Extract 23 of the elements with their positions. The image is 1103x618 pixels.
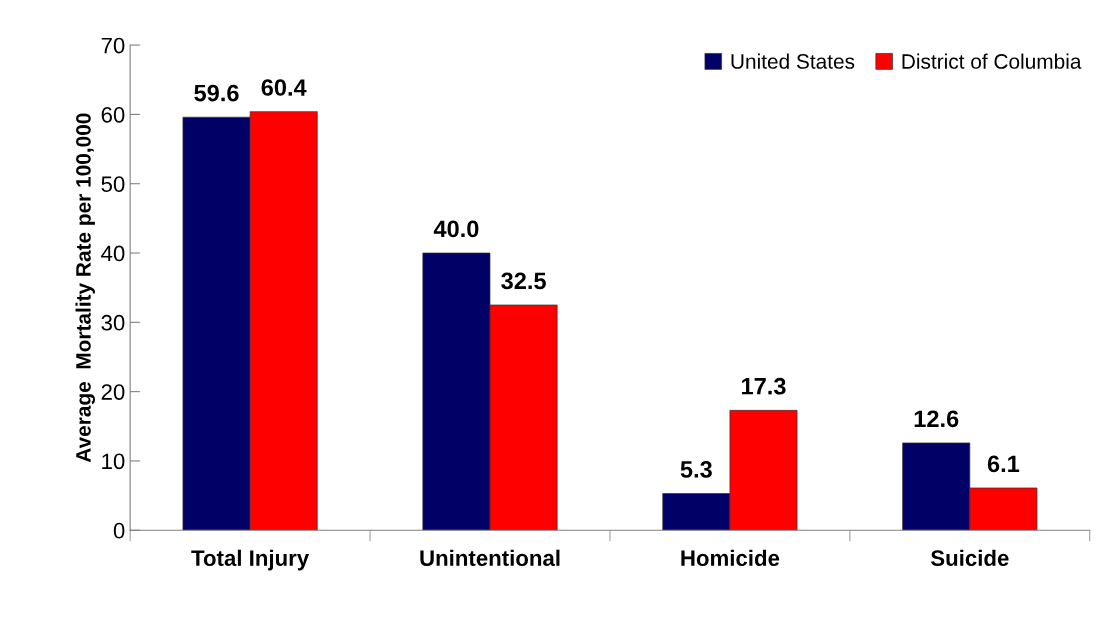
data-label: 32.5 [501,272,546,290]
data-label: 60.4 [261,79,307,96]
y-tick-label: 70 [101,37,125,54]
x-tick-label: Total Injury [191,549,310,571]
y-tick-label: 50 [101,176,125,192]
x-tick-label: Suicide [930,549,1009,567]
x-tick-label: Homicide [681,549,780,567]
y-tick-label: 10 [102,453,125,470]
y-tick-label: 30 [101,314,125,331]
y-tick-label: 0 [113,522,125,539]
legend-label: District of Columbia [902,53,1082,69]
y-tick-label: 60 [101,106,125,123]
y-axis-title: Average Mortality Rate per 100,000 [75,113,96,463]
data-label: 40.0 [433,220,479,238]
y-tick-label: 40 [101,245,125,262]
data-label: 12.6 [914,410,959,428]
x-tick-label: Unintentional [420,549,560,567]
data-label: 6.1 [987,455,1020,473]
data-label: 5.3 [680,461,712,478]
legend-label: United States [731,53,855,69]
data-label: 59.6 [194,84,239,102]
data-label: 17.3 [742,377,786,395]
y-tick-label: 20 [101,384,125,400]
